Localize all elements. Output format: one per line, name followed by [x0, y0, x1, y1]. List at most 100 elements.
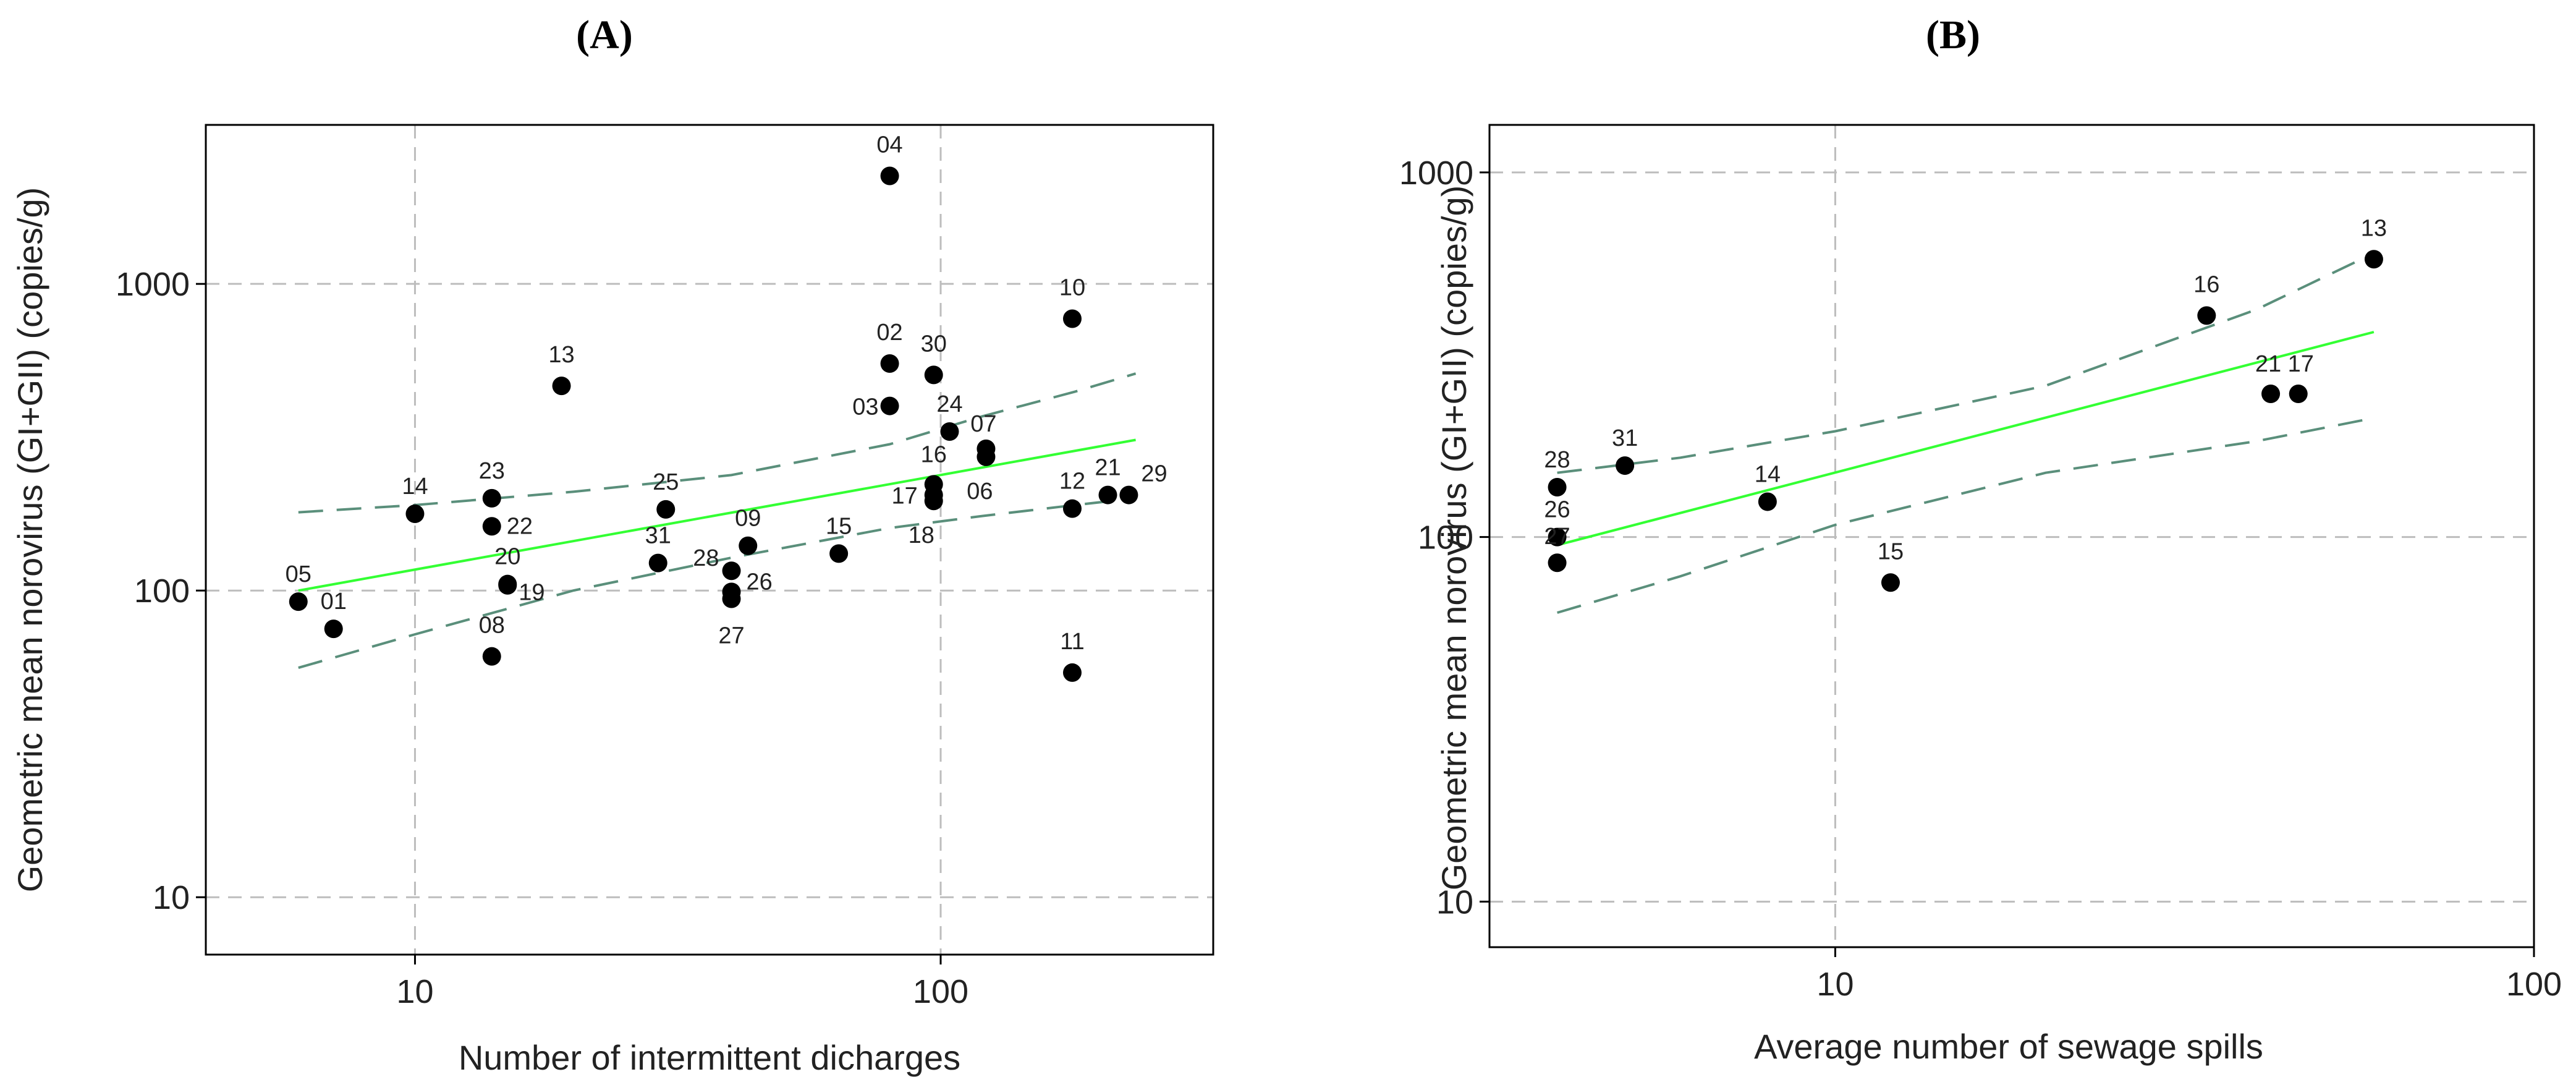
panel-b-x-tick-label: 10: [1816, 966, 1854, 1003]
panel-a-data-point-18: [924, 492, 943, 511]
panel-a-point-label-30: 30: [921, 331, 947, 357]
panel-a-point-label-02: 02: [876, 320, 902, 346]
panel-a-data-point-02: [880, 354, 899, 373]
panel-b-data-point-28: [1548, 477, 1567, 496]
panel-a-title: (A): [576, 12, 633, 57]
panel-a-fit-line: [298, 438, 1136, 592]
panel-a-data-point-13: [552, 377, 571, 396]
panel-b-point-label-16: 16: [2193, 271, 2219, 297]
panel-b-data-point-21: [2261, 385, 2281, 404]
panel-a-regression-lines: [298, 372, 1137, 670]
panel-a-data-point-03: [880, 396, 899, 415]
panel-a-point-label-06: 06: [967, 479, 993, 505]
panel-a-data-point-09: [739, 536, 758, 555]
panel-a-data-point-28: [722, 561, 741, 581]
panel-b-point-label-26: 26: [1544, 497, 1570, 523]
panel-a-point-label-28: 28: [693, 545, 719, 571]
panel-a-point-label-16: 16: [921, 441, 947, 467]
panel-a-data-point-29: [1119, 485, 1138, 505]
panel-a-point-label-18: 18: [909, 522, 934, 548]
panel-b-point-label-15: 15: [1878, 539, 1904, 564]
panel-b-title: (B): [1926, 12, 1980, 57]
panel-a-y-tick-label: 1000: [116, 266, 190, 303]
panel-b-point-label-17: 17: [2288, 351, 2314, 377]
panel-a-y-tick-label: 100: [134, 573, 190, 610]
panel-a-y-axis-label: Geometric mean norovirus (GI+GII) (copie…: [11, 187, 49, 893]
panel-a-point-label-10: 10: [1059, 275, 1085, 300]
panel-a-point-label-17: 17: [891, 483, 917, 509]
panel-a-point-label-27: 27: [718, 623, 744, 649]
panel-a-point-label-11: 11: [1060, 629, 1084, 655]
panel-a-data-point-06: [977, 447, 996, 466]
panel-a-data-point-31: [648, 553, 667, 573]
panel-a-data-point-01: [324, 620, 343, 639]
panel-a-point-label-07: 07: [970, 411, 996, 437]
panel-a-x-tick-label: 10: [396, 973, 433, 1010]
panel-a-data-point-14: [405, 504, 425, 523]
panel-a-y-tick-label: 10: [153, 879, 190, 916]
panel-a-data-point-10: [1062, 309, 1082, 328]
panel-a-point-label-23: 23: [479, 458, 505, 484]
panel-a-point-label-24: 24: [936, 391, 962, 417]
panel-a-data-point-19: [498, 576, 517, 595]
panel-a-ci-lower-line: [298, 496, 1136, 670]
panel-a-point-label-14: 14: [402, 474, 428, 500]
panel-a-point-label-20: 20: [494, 544, 520, 570]
panel-b-data-point-26: [1548, 527, 1567, 547]
panel-b-data-point-13: [2364, 250, 2383, 269]
panel-a-point-label-19: 19: [519, 580, 544, 606]
panel-a-data-point-15: [829, 544, 849, 563]
panel-a-data-point-30: [924, 365, 943, 385]
panel-a-data-point-27: [722, 589, 741, 608]
panel-a-point-label-03: 03: [852, 394, 878, 420]
panel-b-ci-lower-line: [1557, 417, 2375, 614]
panel-a-point-label-01: 01: [321, 589, 347, 615]
panel-b-data-point-14: [1758, 492, 1777, 511]
panel-b-data-point-31: [1616, 456, 1635, 475]
panel-a-data-point-11: [1062, 663, 1082, 682]
panel-b-point-label-27: 27: [1544, 524, 1570, 550]
panel-a-x-tick-label: 100: [913, 973, 968, 1010]
panel-b-y-tick-label: 1000: [1399, 155, 1473, 192]
panel-a-data-point-22: [482, 517, 501, 536]
panel-a-x-axis-label: Number of intermittent dicharges: [459, 1038, 960, 1077]
panel-b-y-axis-label: Geometric mean norovirus (GI+GII) (copie…: [1434, 185, 1473, 891]
panel-b-gridlines: [1489, 125, 2535, 947]
panel-a-data-point-23: [482, 488, 501, 508]
panel-a-point-label-12: 12: [1059, 469, 1085, 495]
panel-a-plot-frame: [205, 124, 1214, 956]
panel-a-point-label-29: 29: [1141, 461, 1167, 487]
panel-a-tick-labels: 10 100 10 100 1000: [116, 266, 968, 1010]
panel-b-data-point-27: [1548, 553, 1567, 573]
panel-a-ci-upper-line: [298, 372, 1137, 514]
panel-a-point-label-26: 26: [747, 569, 773, 595]
panel-b-y-tick-label: 10: [1436, 883, 1473, 921]
panel-a-point-label-09: 09: [735, 506, 761, 532]
panel-a-data-points: 05 01 14 08 23 22 20 19 13 31 25 28 26 27 09 15 04 02 03 30…: [286, 132, 1167, 682]
panel-a-gridlines: [206, 125, 1213, 955]
panel-a-point-label-08: 08: [479, 613, 505, 639]
panel-b-point-label-14: 14: [1755, 461, 1781, 487]
panel-b-plot-frame: [1488, 124, 2535, 948]
panel-b-point-label-28: 28: [1544, 447, 1570, 473]
panel-a-point-label-21: 21: [1095, 455, 1121, 481]
panel-b-x-axis-label: Average number of sewage spills: [1754, 1027, 2263, 1066]
panel-a-data-point-12: [1062, 499, 1082, 518]
panel-a-point-label-13: 13: [548, 342, 574, 368]
panel-b-fit-line: [1557, 331, 2375, 547]
panel-b-point-label-31: 31: [1612, 425, 1638, 451]
panel-b-data-point-16: [2197, 306, 2216, 325]
panel-b-data-point-15: [1881, 573, 1900, 592]
panel-a-data-point-21: [1098, 485, 1117, 505]
panel-a-data-point-08: [482, 647, 501, 666]
chart-panel-a: (A) 05 01 14 08 23 22 20 19 13 31 25 28 26 27 09 15 04 02…: [11, 12, 1214, 1077]
panel-a-point-label-05: 05: [286, 561, 311, 587]
panel-a-point-label-25: 25: [653, 469, 679, 495]
panel-b-tick-labels: 10 100 10 100 1000: [1399, 155, 2562, 1003]
panel-b-data-point-17: [2289, 385, 2308, 404]
panel-a-data-point-05: [289, 592, 308, 611]
panel-b-point-label-21: 21: [2255, 351, 2281, 377]
